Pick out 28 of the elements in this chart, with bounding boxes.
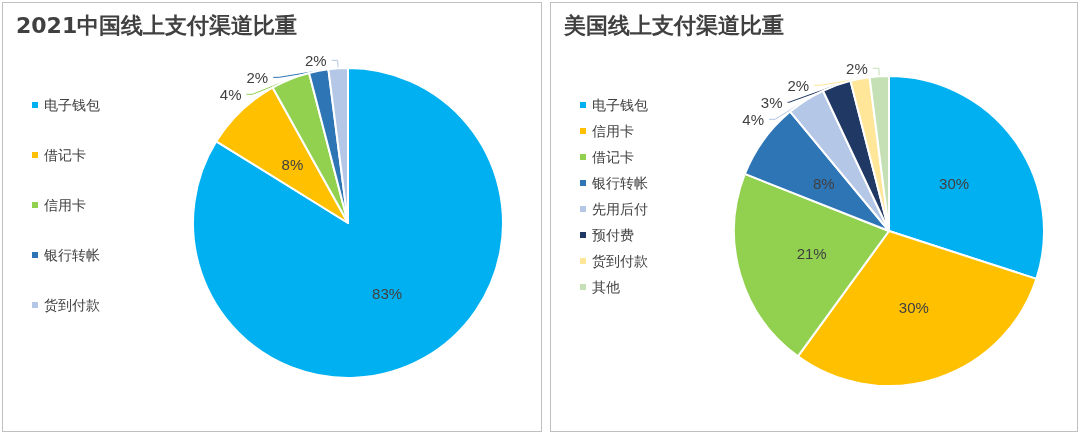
legend-label: 其他 [592, 279, 620, 295]
data-label: 21% [796, 244, 827, 262]
data-label: 3% [760, 93, 783, 111]
legend-label: 电子钱包 [592, 97, 648, 113]
data-label: 2% [304, 51, 327, 69]
data-label: 2% [787, 76, 810, 94]
data-label: 30% [898, 299, 929, 317]
legend-label: 预付费 [592, 227, 634, 243]
data-label: 8% [813, 175, 835, 193]
data-label: 2% [246, 68, 269, 86]
legend-label: 信用卡 [44, 197, 86, 213]
data-label: 83% [372, 284, 403, 302]
legend-label: 电子钱包 [44, 97, 100, 113]
legend-label: 先用后付 [592, 201, 648, 217]
data-label: 8% [281, 156, 304, 174]
legend-label: 货到付款 [44, 297, 100, 313]
legend-label: 信用卡 [592, 123, 634, 139]
data-label: 30% [939, 175, 970, 193]
data-label: 4% [219, 85, 242, 103]
chart-title: 2021中国线上支付渠道比重 [16, 12, 298, 38]
legend-label: 银行转帐 [43, 247, 100, 263]
data-label: 4% [742, 110, 765, 128]
legend-label: 银行转帐 [591, 175, 648, 191]
data-label: 2% [846, 59, 868, 77]
chart-title: 美国线上支付渠道比重 [563, 12, 784, 38]
legend-label: 借记卡 [592, 149, 634, 165]
legend-label: 货到付款 [592, 253, 648, 269]
legend-label: 借记卡 [44, 147, 86, 163]
